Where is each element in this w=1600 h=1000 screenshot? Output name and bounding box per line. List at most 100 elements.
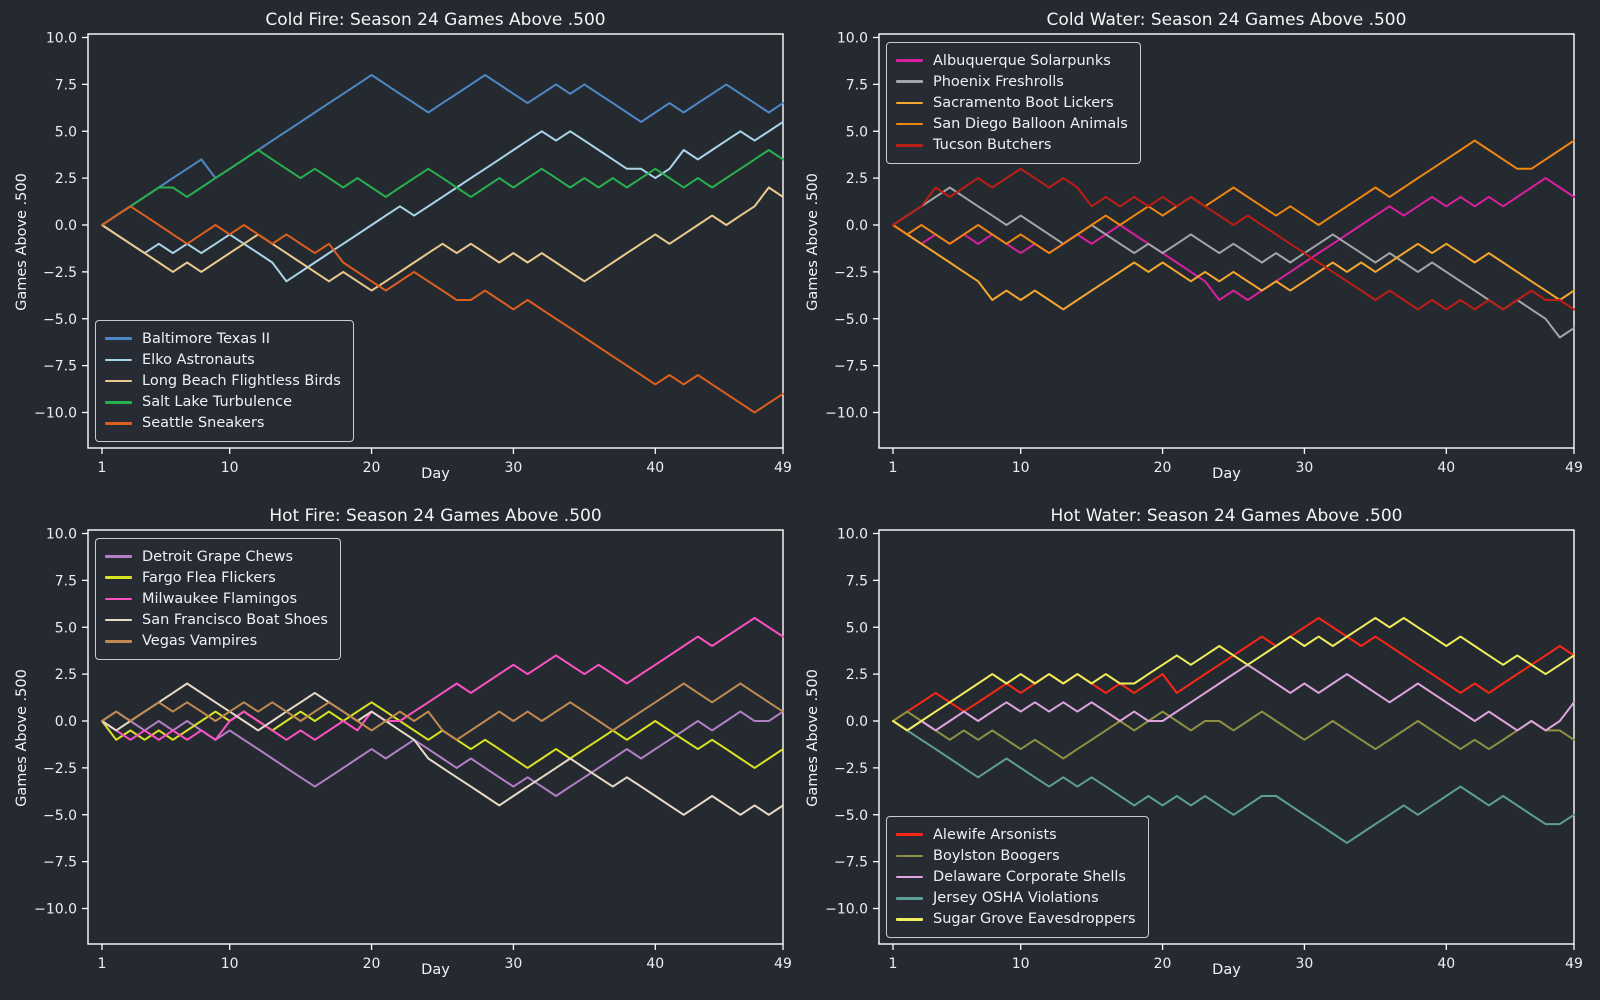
y-tick-label: 2.5: [846, 667, 868, 683]
legend-swatch: [896, 854, 923, 858]
legend-cold-water: Albuquerque Solarpunks Phoenix Freshrolls…: [886, 42, 1141, 164]
x-axis-label: Day: [421, 962, 450, 978]
series-line-albuquerque-solarpunks: [892, 177, 1575, 301]
legend-label: Albuquerque Solarpunks: [933, 52, 1111, 69]
legend-swatch: [105, 400, 132, 404]
legend-swatch: [105, 422, 132, 425]
y-tick-label: 5.0: [55, 620, 77, 636]
legend-swatch: [896, 896, 923, 900]
y-tick-label: −5.0: [43, 312, 77, 328]
legend-label: Sugar Grove Eavesdroppers: [933, 911, 1136, 928]
subplot-hot-water: Hot Water: Season 24 Games Above .500 Ga…: [791, 496, 1591, 1000]
legend-item: Elko Astronauts: [105, 349, 341, 370]
y-tick-label: −7.5: [834, 855, 868, 871]
x-tick-label: 49: [774, 460, 792, 476]
legend-label: Boylston Boogers: [933, 847, 1060, 864]
y-tick-label: 10.0: [46, 527, 77, 543]
y-tick-label: 0.0: [55, 218, 77, 234]
legend-swatch: [105, 358, 132, 362]
series-line-baltimore-texas-ii: [101, 74, 784, 226]
legend-swatch: [105, 555, 132, 558]
x-tick-label: 1: [98, 956, 107, 972]
legend-item: Alewife Arsonists: [896, 824, 1136, 845]
legend-swatch: [105, 337, 132, 340]
y-tick-label: 10.0: [837, 31, 868, 47]
x-tick-label: 40: [646, 956, 664, 972]
legend-label: Delaware Corporate Shells: [933, 869, 1126, 886]
legend-swatch: [896, 144, 923, 147]
chart-hot-fire: 10.0 7.5 5.0 2.5 0.0 −2.5 −5.0 −7.5 −10.0 1 10 20 30…: [34, 527, 792, 973]
chart-title: Cold Water: Season 24 Games Above .500: [1046, 10, 1407, 30]
y-tick-label: −2.5: [834, 761, 868, 777]
x-tick-label: 20: [1154, 460, 1172, 476]
legend-swatch: [105, 576, 132, 580]
series-line-elko-astronauts: [101, 120, 784, 283]
x-tick-label: 49: [774, 956, 792, 972]
legend-label: San Diego Balloon Animals: [933, 116, 1128, 133]
chart-cold-water: 10.0 7.5 5.0 2.5 0.0 −2.5 −5.0 −7.5 −10.0 1 10 20 30…: [825, 31, 1583, 477]
y-tick-label: −7.5: [43, 855, 77, 871]
y-tick-label: 10.0: [46, 31, 77, 47]
y-tick-label: 7.5: [55, 573, 77, 589]
series-line-san-francisco-boat-shoes: [101, 682, 784, 816]
legend-item: Sacramento Boot Lickers: [896, 92, 1128, 113]
legend-swatch: [105, 618, 132, 622]
chart-title: Hot Fire: Season 24 Games Above .500: [269, 506, 602, 526]
legend-item: Fargo Flea Flickers: [105, 567, 328, 588]
x-tick-label: 49: [1565, 956, 1583, 972]
subplot-cold-water: Cold Water: Season 24 Games Above .500 G…: [791, 0, 1591, 504]
series-line-boylston-boogers: [892, 710, 1575, 760]
y-tick-label: −7.5: [43, 359, 77, 375]
series-line-detroit-grape-chews: [101, 710, 784, 797]
series-line-vegas-vampires: [101, 682, 784, 741]
legend-label: Seattle Sneakers: [142, 415, 265, 432]
y-tick-label: −5.0: [43, 808, 77, 824]
legend-item: Sugar Grove Eavesdroppers: [896, 909, 1136, 930]
legend-item: San Francisco Boat Shoes: [105, 610, 328, 631]
series-line-sugar-grove-eavesdroppers: [892, 616, 1575, 732]
x-tick-label: 10: [221, 956, 239, 972]
y-tick-label: −2.5: [834, 265, 868, 281]
legend-item: Phoenix Freshrolls: [896, 71, 1128, 92]
legend-label: Phoenix Freshrolls: [933, 73, 1064, 90]
y-tick-label: −10.0: [825, 406, 868, 422]
x-tick-label: 20: [363, 956, 381, 972]
x-tick-label: 40: [646, 460, 664, 476]
legend-label: Fargo Flea Flickers: [142, 569, 276, 586]
y-tick-label: 5.0: [55, 124, 77, 140]
legend-hot-fire: Detroit Grape Chews Fargo Flea Flickers Mi…: [95, 538, 341, 660]
y-tick-label: 7.5: [846, 573, 868, 589]
series-line-seattle-sneakers: [101, 205, 784, 414]
y-tick-label: 5.0: [846, 620, 868, 636]
series-line-san-diego-balloon-animals: [892, 139, 1575, 255]
legend-swatch: [896, 80, 923, 84]
x-tick-label: 30: [505, 460, 523, 476]
series-line-long-beach-flightless-birds: [101, 186, 784, 292]
legend-swatch: [105, 597, 132, 601]
legend-label: Salt Lake Turbulence: [142, 394, 293, 411]
series-line-tucson-butchers: [892, 167, 1575, 311]
legend-item: Salt Lake Turbulence: [105, 392, 341, 413]
x-tick-label: 40: [1437, 956, 1455, 972]
legend-swatch: [896, 918, 923, 921]
x-tick-label: 1: [98, 460, 107, 476]
series-line-jersey-osha-violations: [892, 720, 1575, 844]
x-tick-label: 20: [363, 460, 381, 476]
y-tick-label: 2.5: [55, 171, 77, 187]
x-tick-label: 49: [1565, 460, 1583, 476]
y-tick-label: −2.5: [43, 761, 77, 777]
legend-item: Vegas Vampires: [105, 631, 328, 652]
axes-spines: [878, 33, 1575, 449]
y-tick-label: −10.0: [34, 902, 77, 918]
legend-swatch: [896, 59, 923, 62]
y-tick-label: 7.5: [55, 77, 77, 93]
legend-label: San Francisco Boat Shoes: [142, 612, 328, 629]
legend-item: Jersey OSHA Violations: [896, 888, 1136, 909]
y-tick-label: 0.0: [55, 714, 77, 730]
legend-swatch: [896, 875, 923, 879]
x-tick-label: 30: [505, 956, 523, 972]
legend-label: Elko Astronauts: [142, 351, 255, 368]
legend-item: Long Beach Flightless Birds: [105, 370, 341, 391]
legend-item: Albuquerque Solarpunks: [896, 50, 1128, 71]
